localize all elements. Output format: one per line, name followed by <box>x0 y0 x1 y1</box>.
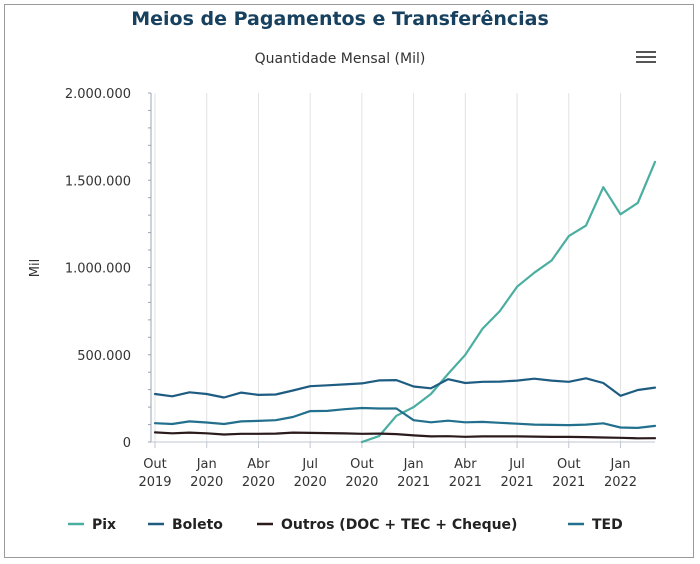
x-tick-label: Out <box>143 457 167 472</box>
series-layer <box>153 160 657 444</box>
y-tick-label: 1.500.000 <box>65 174 131 189</box>
x-tick-label: 2021 <box>449 475 482 490</box>
x-tick-label: 2020 <box>345 475 378 490</box>
x-tick-label: 2020 <box>190 475 223 490</box>
y-tick-label: 1.000.000 <box>65 262 131 277</box>
x-tick-label: Out <box>557 457 581 472</box>
legend-item-2[interactable]: Outros (DOC + TEC + Cheque) <box>257 517 517 533</box>
x-tick-label: Jan <box>609 457 630 472</box>
y-axis-label: Mil <box>28 259 43 277</box>
x-tick-label: Jul <box>508 457 525 472</box>
legend-label: Outros (DOC + TEC + Cheque) <box>281 517 517 533</box>
x-tick-label: Abr <box>454 457 477 472</box>
x-tick-label: Abr <box>247 457 270 472</box>
x-tick-label: 2021 <box>501 475 534 490</box>
y-tick-label: 2.000.000 <box>65 87 131 102</box>
legend-item-0[interactable]: Pix <box>68 517 116 533</box>
x-tick-label: Out <box>350 457 374 472</box>
legend-label: Boleto <box>172 517 223 533</box>
y-tick-label: 0 <box>123 436 131 451</box>
y-tick-label: 500.000 <box>77 349 131 364</box>
hamburger-menu-icon[interactable] <box>636 48 656 64</box>
x-tick-label: 2021 <box>552 475 585 490</box>
x-tick-label: 2019 <box>138 475 171 490</box>
legend-item-3[interactable]: TED <box>568 517 623 533</box>
axis-layer: 0 500.000 1.000.000 1.500.000 2.000.000 Out 20… <box>65 87 655 490</box>
x-tick-label: Jan <box>196 457 217 472</box>
x-tick-label: 2022 <box>604 475 637 490</box>
grid-layer <box>154 93 622 442</box>
x-tick-label: 2020 <box>294 475 327 490</box>
chart-subtitle: Quantidade Mensal (Mil) <box>254 51 426 67</box>
legend-label: Pix <box>92 517 116 533</box>
series-line-1 <box>153 377 657 399</box>
x-tick-label: Jul <box>301 457 318 472</box>
legend-item-1[interactable]: Boleto <box>148 517 223 533</box>
series-line-3 <box>153 406 657 429</box>
chart-frame <box>4 4 694 558</box>
x-tick-label: 2021 <box>397 475 430 490</box>
x-tick-label: Jan <box>403 457 424 472</box>
chart-title: Meios de Pagamentos e Transferências <box>131 8 549 30</box>
legend: Pix Boleto Outros (DOC + TEC + Cheque) TED <box>68 517 623 533</box>
legend-label: TED <box>592 517 623 533</box>
series-line-2 <box>153 431 657 440</box>
series-line-0 <box>360 160 657 444</box>
x-tick-label: 2020 <box>242 475 275 490</box>
